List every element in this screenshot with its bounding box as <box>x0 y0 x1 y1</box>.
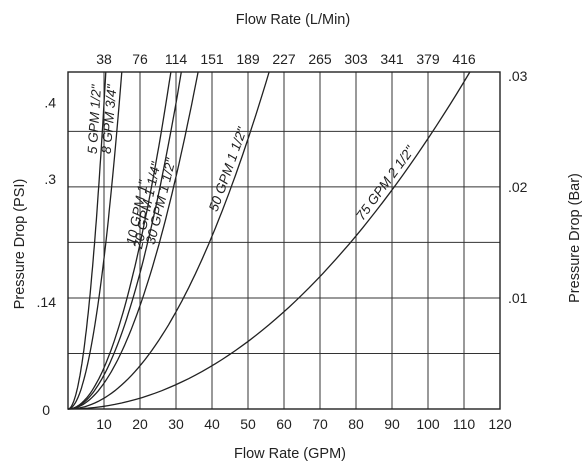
x-tick-label-bottom: 60 <box>276 416 292 432</box>
y-tick-label-left: 0 <box>42 402 50 418</box>
x-tick-label-top: 227 <box>272 51 296 67</box>
curve-line <box>67 71 172 410</box>
curve-line <box>67 71 199 410</box>
x-tick-label-bottom: 50 <box>240 416 256 432</box>
curve-label: 50 GPM 1 1/2" <box>206 124 250 213</box>
x-tick-label-bottom: 70 <box>312 416 328 432</box>
y-tick-label-right: .02 <box>508 179 528 195</box>
x-tick-label-top: 114 <box>165 51 188 67</box>
x-tick-label-top: 189 <box>236 51 260 67</box>
y-tick-label-left: .3 <box>44 171 56 187</box>
x-tick-label-top: 76 <box>132 51 148 67</box>
x-tick-label-bottom: 120 <box>488 416 512 432</box>
curve-line <box>67 71 270 410</box>
x-tick-label-top: 416 <box>452 51 476 67</box>
x-tick-label-top: 303 <box>344 51 368 67</box>
x-tick-label-bottom: 90 <box>384 416 400 432</box>
curves: 5 GPM 1/2"8 GPM 3/4"10 GPM 1"20 GPM 1 1/… <box>67 71 471 410</box>
grid <box>68 72 500 409</box>
y-tick-label-right: .03 <box>508 68 528 84</box>
x-tick-label-top: 379 <box>416 51 440 67</box>
y-tick-label-left: .14 <box>37 294 57 310</box>
x-tick-label-bottom: 40 <box>204 416 220 432</box>
x-tick-label-bottom: 10 <box>96 416 112 432</box>
x-tick-label-bottom: 30 <box>168 416 184 432</box>
curve-line <box>67 71 182 410</box>
plot-frame <box>67 71 501 410</box>
top-x-axis-title: Flow Rate (L/Min) <box>236 12 350 28</box>
left-y-axis-title: Pressure Drop (PSI) <box>12 179 28 310</box>
y-tick-label-right: .01 <box>508 290 528 306</box>
x-tick-label-bottom: 110 <box>453 416 476 432</box>
x-tick-label-bottom: 20 <box>132 416 148 432</box>
curve-line <box>67 71 471 410</box>
curve-label: 5 GPM 1/2" <box>85 83 104 154</box>
x-tick-label-top: 38 <box>96 51 112 67</box>
x-tick-label-top: 151 <box>200 51 224 67</box>
x-tick-label-top: 265 <box>308 51 332 67</box>
curve-line <box>67 71 123 410</box>
right-y-axis-title: Pressure Drop (Bar) <box>567 173 583 303</box>
x-tick-label-top: 341 <box>380 51 404 67</box>
curve-line <box>67 71 107 410</box>
x-tick-label-bottom: 100 <box>416 416 440 432</box>
y-tick-label-left: .4 <box>44 95 56 111</box>
x-tick-label-bottom: 80 <box>348 416 364 432</box>
tick-labels: 10 20 30 40 50 60 70 80 90 100 110 120 0 38 76 114 151 18… <box>37 51 528 432</box>
plot-border <box>67 71 501 410</box>
bottom-x-axis-title: Flow Rate (GPM) <box>234 446 346 462</box>
curve-label: 8 GPM 3/4" <box>99 83 120 155</box>
curve-label: 75 GPM 2 1/2" <box>353 142 418 223</box>
